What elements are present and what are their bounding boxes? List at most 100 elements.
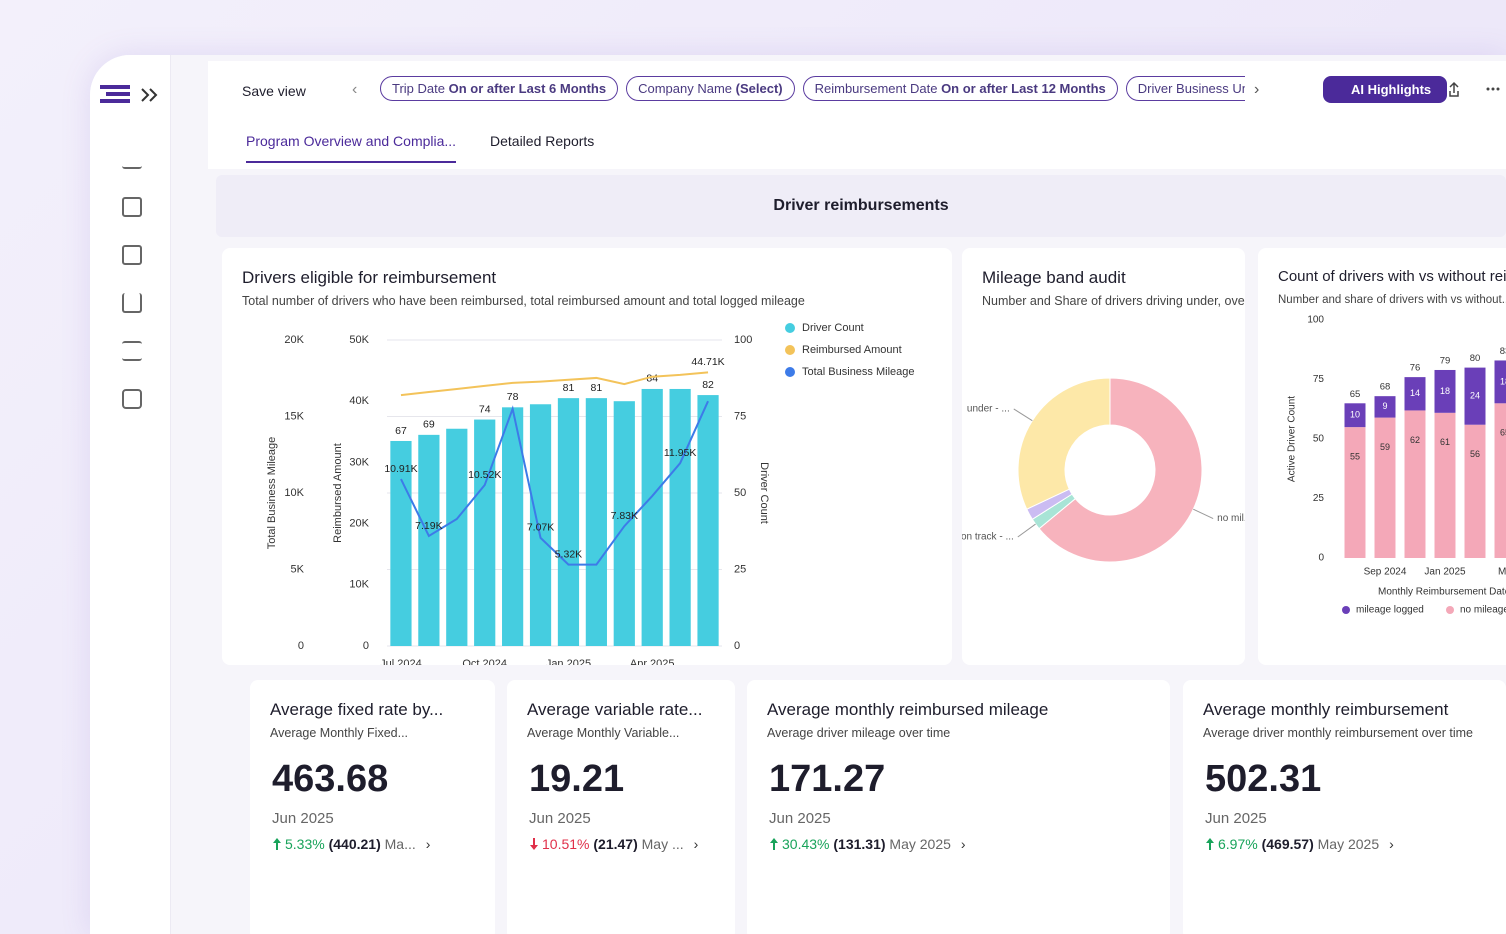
icon-tablet[interactable] [122,389,142,409]
y2-tick-label: 0 [734,640,740,652]
y-tick-label: 0 [298,640,304,652]
bar [474,419,496,646]
slice-label: on track - ... [962,532,1014,543]
filter-pill[interactable]: Trip Date On or after Last 6 Months [380,76,619,101]
y3-axis-title: Reimbursed Amount [332,443,344,543]
trend-arrow [273,838,281,850]
y-tick-label: 5K [291,563,305,575]
ai-button[interactable]: AI Highlights [1323,76,1448,103]
x-tick-label: Ma [1498,567,1506,578]
legend-swatch [1446,606,1454,614]
kpi-subtitle: Average driver monthly reimbursement ove… [1203,726,1474,740]
total-label: 68 [1380,382,1391,393]
icon-data[interactable] [122,197,142,217]
filter-value: On or after Last 12 Months [941,81,1106,96]
arrow-shape [770,838,778,850]
card-title: Count of drivers with vs without reim. [1278,268,1506,285]
data-label: 78 [507,391,519,403]
data-label: 81 [563,382,575,394]
bar [418,434,440,646]
section-title: Driver reimbursements [773,197,949,214]
data-label: 7.83K [611,510,638,522]
tab[interactable]: Detailed Reports [490,133,595,149]
icon-charts[interactable] [122,149,142,169]
segment-label: 10 [1350,410,1360,420]
leader-line [1017,523,1036,538]
kpi-change: 30.43% (131.31) May 2025 › [769,836,966,852]
kpi-previous-date: May 2025 [889,836,951,852]
kpi-subtitle: Average Monthly Fixed... [270,726,409,740]
x-tick-label: Jul 2024 [380,658,422,665]
kpi-value: 463.68 [272,758,389,800]
kpi-date: Jun 2025 [529,810,591,827]
logo [100,85,158,103]
donut-card: Mileage band audit Number and Share of d… [962,248,1245,665]
line-series [400,371,709,397]
bar [446,428,468,646]
kpi-chevron[interactable]: › [1389,836,1394,852]
arrow-shape [273,838,281,850]
bar [585,398,607,646]
filter-label: Trip Date [392,81,445,96]
total-label: 83 [1500,346,1506,357]
kpi-previous: (131.31) [833,836,886,852]
kpi-previous-date: Ma... [384,836,416,852]
toolbar-icons [1449,81,1500,97]
y-tick-label: 10K [284,487,304,499]
kpi-date: Jun 2025 [1205,810,1267,827]
kpi-chevron[interactable]: › [425,836,431,852]
save-view[interactable]: Save view [242,83,306,99]
leader-line [1193,508,1214,519]
data-label: 7.19K [415,520,442,532]
kpi-previous-date: May ... [641,836,684,852]
kpi-card: Average monthly reimbursement Average dri… [1183,680,1506,934]
card-subtitle: Number and Share of drivers driving unde… [982,294,1245,308]
scroll-left[interactable]: ‹ [352,81,358,98]
data-label: 11.95K [664,447,697,459]
segment-label: 14 [1410,388,1420,398]
segment-label: 56 [1470,449,1480,459]
filter-pill[interactable]: Driver Business Unit (Sele [1125,76,1245,101]
bar-segment [1494,360,1506,404]
data-label: 10.91K [384,463,417,475]
donut-slice [1038,377,1203,563]
y-tick-label: 100 [1307,315,1324,326]
legend-label: Total Business Mileage [802,366,915,378]
icon-list[interactable] [122,341,142,361]
kpi-title: Average monthly reimbursed mileage [767,700,1049,719]
card-subtitle: Number and share of drivers with vs with… [1278,294,1506,306]
y3-tick-label: 10K [349,579,369,591]
filter-value: On or after Last 6 Months [448,81,607,96]
x-tick-label: Apr 2025 [630,658,675,665]
segment-label: 24 [1470,391,1480,401]
kpi-card: Average fixed rate by... Average Monthly … [250,680,495,934]
filter-pill[interactable]: Reimbursement Date On or after Last 12 M… [802,76,1118,101]
kpi-subtitle: Average driver mileage over time [767,726,951,740]
y-tick-label: 75 [1313,374,1325,385]
kpi-date: Jun 2025 [769,810,831,827]
slice-label: under - ... [967,404,1010,415]
data-label: 74 [479,403,491,415]
total-label: 80 [1470,353,1481,364]
stacked-chart: 0 25 50 75 100 Active Driver Count Monthly Rei… [1287,315,1506,616]
tab[interactable]: Program Overview and Complia... [246,133,457,163]
icon-doc[interactable] [122,245,142,265]
card-title: Drivers eligible for reimbursement [242,268,497,287]
bar [641,388,663,646]
bar-segment [1344,427,1366,558]
y-tick-label: 50 [1313,434,1325,445]
filter-pill[interactable]: Company Name (Select) [626,76,795,101]
segment-label: 9 [1382,401,1387,411]
kpi-chevron[interactable]: › [960,836,966,852]
kpi-date: Jun 2025 [272,810,334,827]
y-tick-label: 0 [1318,553,1324,564]
scroll-right[interactable]: › [1254,81,1260,98]
total-label: 65 [1350,389,1361,400]
data-label: 67 [395,425,407,437]
icon-share[interactable] [122,293,142,313]
combo-chart: 0 5K 10K 15K 20K 0 10K 20K 30K 40K 50K 0 25 50 75 100 To… [266,322,915,665]
kpi-value: 502.31 [1205,758,1322,800]
x-tick-label: Sep 2024 [1364,567,1407,578]
kpi-chevron[interactable]: › [693,836,699,852]
